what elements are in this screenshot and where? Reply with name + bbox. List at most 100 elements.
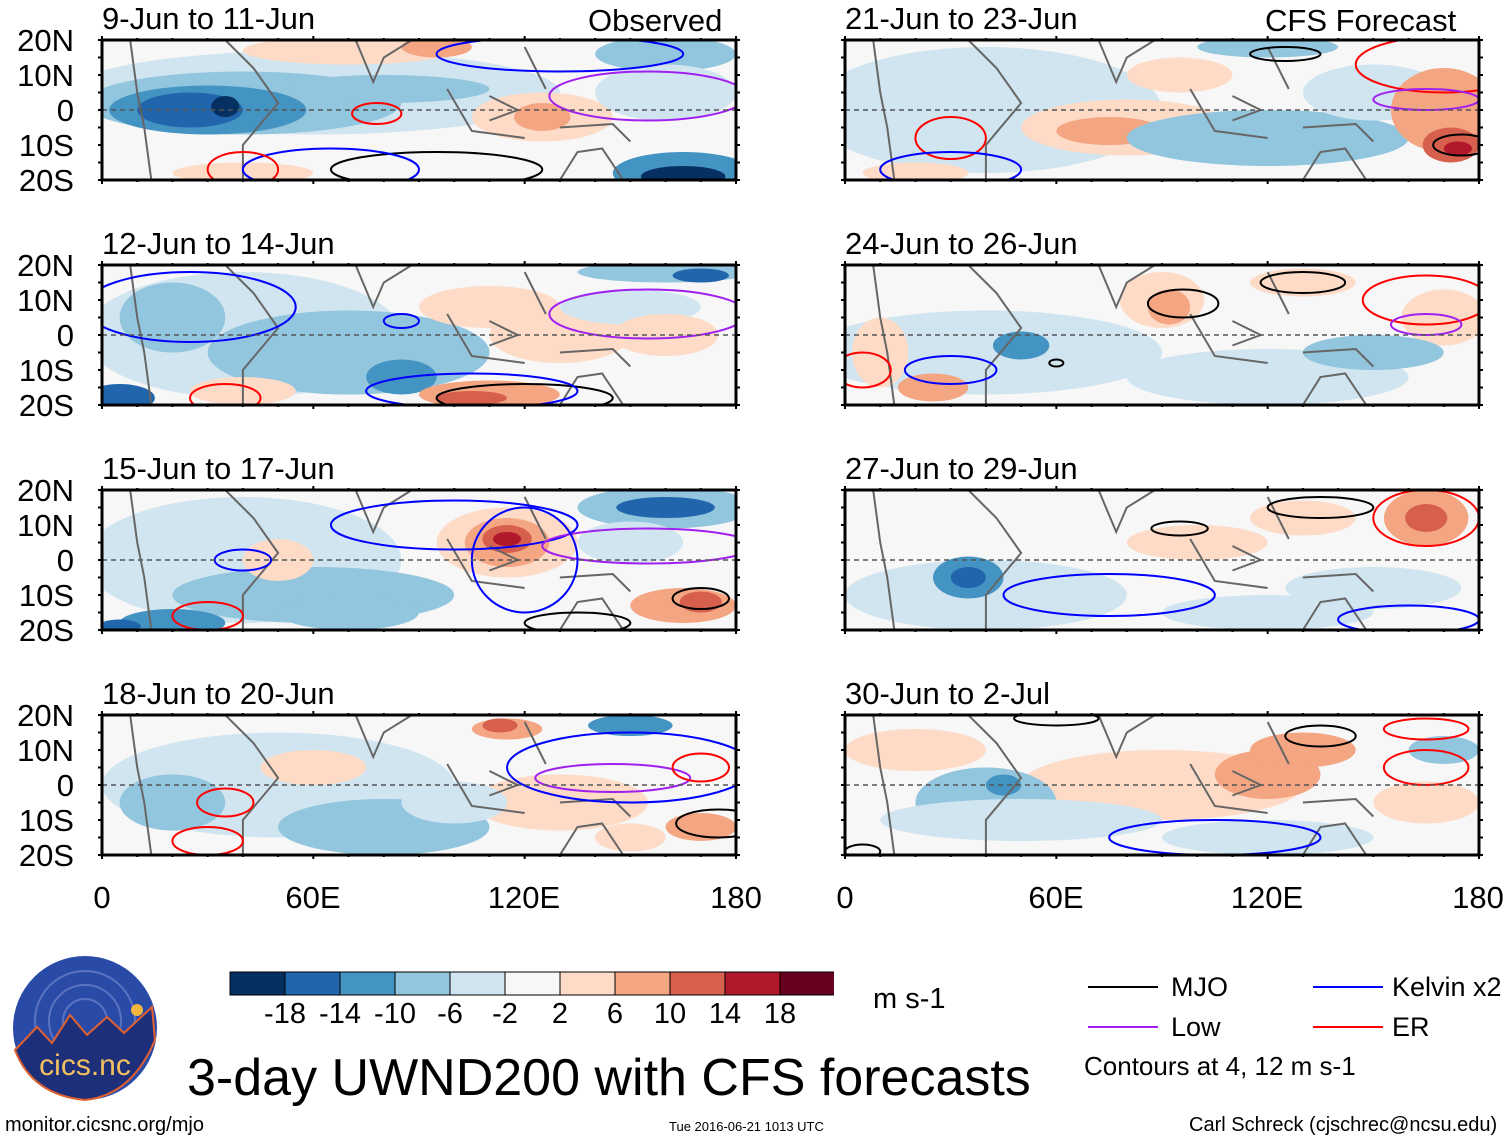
lat-tick-label: 10N (17, 733, 74, 768)
panel-title: 9-Jun to 11-Jun (102, 1, 316, 36)
colorbar-swatch (504, 971, 561, 996)
wave-filter-contour (1259, 271, 1347, 294)
wind-anomaly-region (1401, 289, 1479, 346)
wind-anomaly-region (242, 539, 314, 581)
lat-tick-label: 20N (17, 248, 74, 283)
lat-tick-label: 20S (18, 388, 74, 423)
wave-filter-contour (845, 351, 892, 389)
map-panel (98, 486, 740, 634)
wind-anomaly-region (278, 75, 490, 103)
lat-tick-label: 10S (18, 128, 74, 163)
colorbar-tick-label: 18 (763, 998, 797, 1030)
wave-filter-contour (1146, 288, 1220, 319)
wind-anomaly-region (950, 567, 986, 588)
colorbar-swatch (559, 971, 616, 996)
map-panel (98, 261, 740, 409)
wave-filter-contour (1108, 819, 1322, 855)
colorbar-swatch (229, 971, 286, 996)
wave-filter-contour (879, 151, 1023, 180)
wind-anomaly-region (436, 391, 508, 405)
lon-tick-label: 180 (1452, 880, 1504, 915)
wind-anomaly-region (102, 384, 155, 405)
lon-tick-label: 120E (1230, 880, 1304, 915)
wind-anomaly-region (1162, 820, 1374, 855)
legend-swatch-kelvin (1313, 986, 1383, 988)
wind-anomaly-region (1126, 525, 1268, 560)
colorbar-swatch (779, 971, 834, 996)
lat-tick-label: 20S (18, 163, 74, 198)
footer-url: monitor.cicsnc.org/mjo (5, 1114, 204, 1136)
wind-anomaly-region (862, 162, 969, 180)
forecast-label: CFS Forecast (1265, 3, 1457, 38)
footer-author: Carl Schreck (cjschrec@ncsu.edu) (1189, 1114, 1498, 1136)
lat-tick-label: 0 (56, 93, 74, 128)
colorbar-swatch (614, 971, 671, 996)
wave-filter-contour (1249, 46, 1322, 62)
lat-tick-label: 10N (17, 508, 74, 543)
wave-filter-contour (196, 787, 255, 818)
colorbar-tick-label: -6 (437, 998, 463, 1030)
colorbar-tick-label: -18 (264, 998, 306, 1030)
wind-anomaly-region (845, 729, 986, 771)
map-panel (841, 36, 1483, 184)
wind-anomaly-region (401, 781, 508, 824)
wind-anomaly-region (1302, 335, 1444, 370)
wave-filter-contour (1382, 717, 1470, 741)
wave-filter-contour (171, 601, 244, 630)
wind-anomaly-region (616, 497, 715, 518)
contour-note: Contours at 4, 12 m s-1 (1084, 1051, 1356, 1081)
lat-tick-label: 20N (17, 698, 74, 733)
wave-filter-contour (382, 313, 420, 329)
wind-anomaly-region (985, 774, 1022, 796)
wave-filter-contour (671, 752, 730, 783)
wind-anomaly-region (211, 96, 240, 117)
wind-anomaly-region (679, 591, 722, 613)
lat-tick-label: 10N (17, 283, 74, 318)
wave-filter-contour (102, 271, 297, 343)
wind-anomaly-region (1250, 732, 1356, 768)
lon-tick-label: 120E (487, 880, 561, 915)
colorbar-swatch (449, 971, 506, 996)
wind-anomaly-region (278, 595, 419, 630)
wave-filter-contour (548, 70, 736, 122)
legend-swatch-er (1313, 1026, 1383, 1028)
legend-label: Low (1171, 1012, 1221, 1042)
wind-anomaly-region (102, 619, 141, 630)
lon-tick-label: 180 (710, 880, 762, 915)
panel-title: 21-Jun to 23-Jun (845, 1, 1078, 36)
wave-filter-contour (1382, 749, 1470, 786)
legend-label: ER (1392, 1012, 1430, 1042)
wave-filter-contour (329, 499, 579, 551)
colorbar-tick-label: -10 (374, 998, 416, 1030)
wave-filter-contour (365, 372, 579, 405)
wind-anomaly-region (992, 331, 1050, 360)
lat-tick-label: 10N (17, 58, 74, 93)
lon-tick-label: 0 (93, 880, 111, 915)
legend-label: MJO (1171, 972, 1228, 1002)
wave-filter-contour (523, 611, 632, 630)
wind-anomaly-region (1147, 289, 1191, 325)
wave-filter-contour (1002, 573, 1216, 617)
wave-filter-contour (903, 355, 998, 385)
lat-tick-label: 20N (17, 23, 74, 58)
wind-anomaly-region (612, 314, 719, 356)
wind-anomaly-region (595, 64, 736, 121)
wind-anomaly-region (1126, 57, 1233, 93)
colorbar-tick-label: 2 (551, 998, 569, 1030)
wave-filter-contour (675, 808, 736, 839)
colorbar (229, 971, 834, 996)
wave-filter-contour (541, 527, 736, 565)
wave-filter-contour (435, 40, 685, 73)
map-panel (841, 711, 1483, 859)
wave-filter-contour (206, 151, 280, 180)
wave-filter-contour (1432, 133, 1479, 157)
footer-timestamp: Tue 2016-06-21 1013 UTC (669, 1119, 824, 1134)
wave-filter-contour (548, 288, 736, 340)
colorbar-swatch (284, 971, 341, 996)
lat-tick-label: 0 (56, 543, 74, 578)
map-panel (98, 711, 740, 859)
wave-filter-contour (1284, 724, 1357, 748)
panel-title: 27-Jun to 29-Jun (845, 451, 1078, 486)
legend-label: Kelvin x2 (1392, 972, 1502, 1002)
lon-tick-label: 0 (836, 880, 854, 915)
